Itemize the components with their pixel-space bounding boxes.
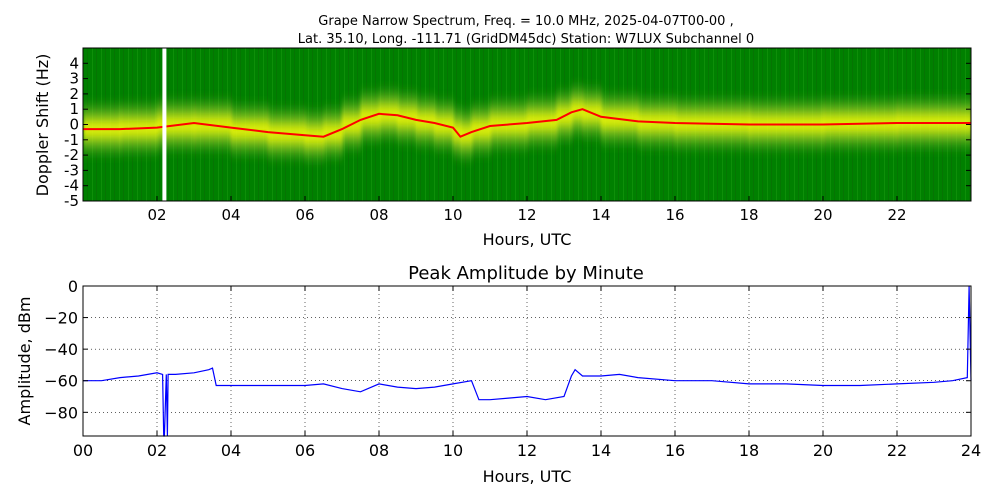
spectrum-x-tick-label: 16 — [665, 206, 684, 224]
spectrum-y-tick-label: -1 — [64, 131, 79, 149]
amplitude-chart: Peak Amplitude by Minute 0 −20 −40 −60 −80 0… — [15, 263, 981, 486]
data-gap-marker — [162, 48, 167, 201]
amplitude-x-label: Hours, UTC — [483, 467, 572, 486]
amplitude-y-tick-label: 0 — [68, 277, 78, 296]
amplitude-x-tick-label: 24 — [961, 441, 981, 460]
spectrum-y-tick-label: -2 — [64, 146, 79, 164]
amplitude-plot-area — [83, 286, 971, 436]
spectrum-x-tick-label: 08 — [369, 206, 388, 224]
amplitude-x-tick-label: 20 — [813, 441, 833, 460]
amplitude-x-tick-label: 08 — [369, 441, 389, 460]
amplitude-x-tick-label: 14 — [591, 441, 611, 460]
spectrum-title-line1: Grape Narrow Spectrum, Freq. = 10.0 MHz,… — [318, 14, 733, 29]
amplitude-y-tick-label: −20 — [44, 309, 78, 328]
spectrum-y-tick-label: 0 — [69, 116, 79, 134]
amplitude-x-tick-label: 00 — [73, 441, 93, 460]
spectrum-x-label: Hours, UTC — [483, 230, 572, 249]
spectrum-chart: Grape Narrow Spectrum, Freq. = 10.0 MHz,… — [33, 14, 972, 249]
amplitude-x-tick-label: 06 — [295, 441, 315, 460]
spectrum-y-tick-label: -5 — [64, 192, 79, 210]
amplitude-x-tick-label: 10 — [443, 441, 463, 460]
spectrum-x-tick-label: 10 — [443, 206, 462, 224]
amplitude-x-tick-label: 18 — [739, 441, 759, 460]
spectrum-x-tick-label: 22 — [887, 206, 906, 224]
spectrum-x-tick-label: 04 — [221, 206, 240, 224]
amplitude-x-tick-label: 16 — [665, 441, 685, 460]
spectrum-x-tick-label: 06 — [295, 206, 314, 224]
spectrum-y-tick-label: -3 — [64, 161, 79, 179]
spectrum-y-tick-label: 1 — [69, 100, 79, 118]
spectrum-y-tick-label: 2 — [69, 85, 79, 103]
spectrum-y-tick-label: 4 — [69, 54, 79, 72]
amplitude-y-tick-label: −40 — [44, 340, 78, 359]
spectrum-y-tick-label: 3 — [69, 70, 79, 88]
spectrum-y-label: Doppler Shift (Hz) — [33, 54, 52, 197]
spectrum-x-ticks: 02 04 06 08 10 12 14 16 18 20 22 — [147, 196, 907, 224]
amplitude-y-ticks: 0 −20 −40 −60 −80 — [44, 277, 971, 422]
amplitude-y-tick-label: −60 — [44, 372, 78, 391]
amplitude-x-ticks: 00 02 04 06 08 10 12 14 16 18 20 22 24 — [73, 286, 981, 460]
amplitude-y-tick-label: −80 — [44, 403, 78, 422]
spectrum-x-tick-label: 14 — [591, 206, 610, 224]
spectrum-title-line2: Lat. 35.10, Long. -111.71 (GridDM45dc) S… — [298, 32, 754, 47]
amplitude-series-line — [83, 285, 972, 437]
spectrum-x-tick-label: 12 — [517, 206, 536, 224]
amplitude-x-tick-label: 22 — [887, 441, 907, 460]
amplitude-x-tick-label: 04 — [221, 441, 241, 460]
spectrum-x-tick-label: 02 — [147, 206, 166, 224]
amplitude-title: Peak Amplitude by Minute — [408, 263, 644, 284]
amplitude-x-tick-label: 02 — [147, 441, 167, 460]
spectrum-x-tick-label: 18 — [739, 206, 758, 224]
amplitude-x-tick-label: 12 — [517, 441, 537, 460]
amplitude-y-label: Amplitude, dBm — [15, 297, 34, 426]
spectrum-x-tick-label: 20 — [813, 206, 832, 224]
doppler-trace — [83, 108, 971, 138]
spectrum-y-tick-label: -4 — [64, 177, 79, 195]
